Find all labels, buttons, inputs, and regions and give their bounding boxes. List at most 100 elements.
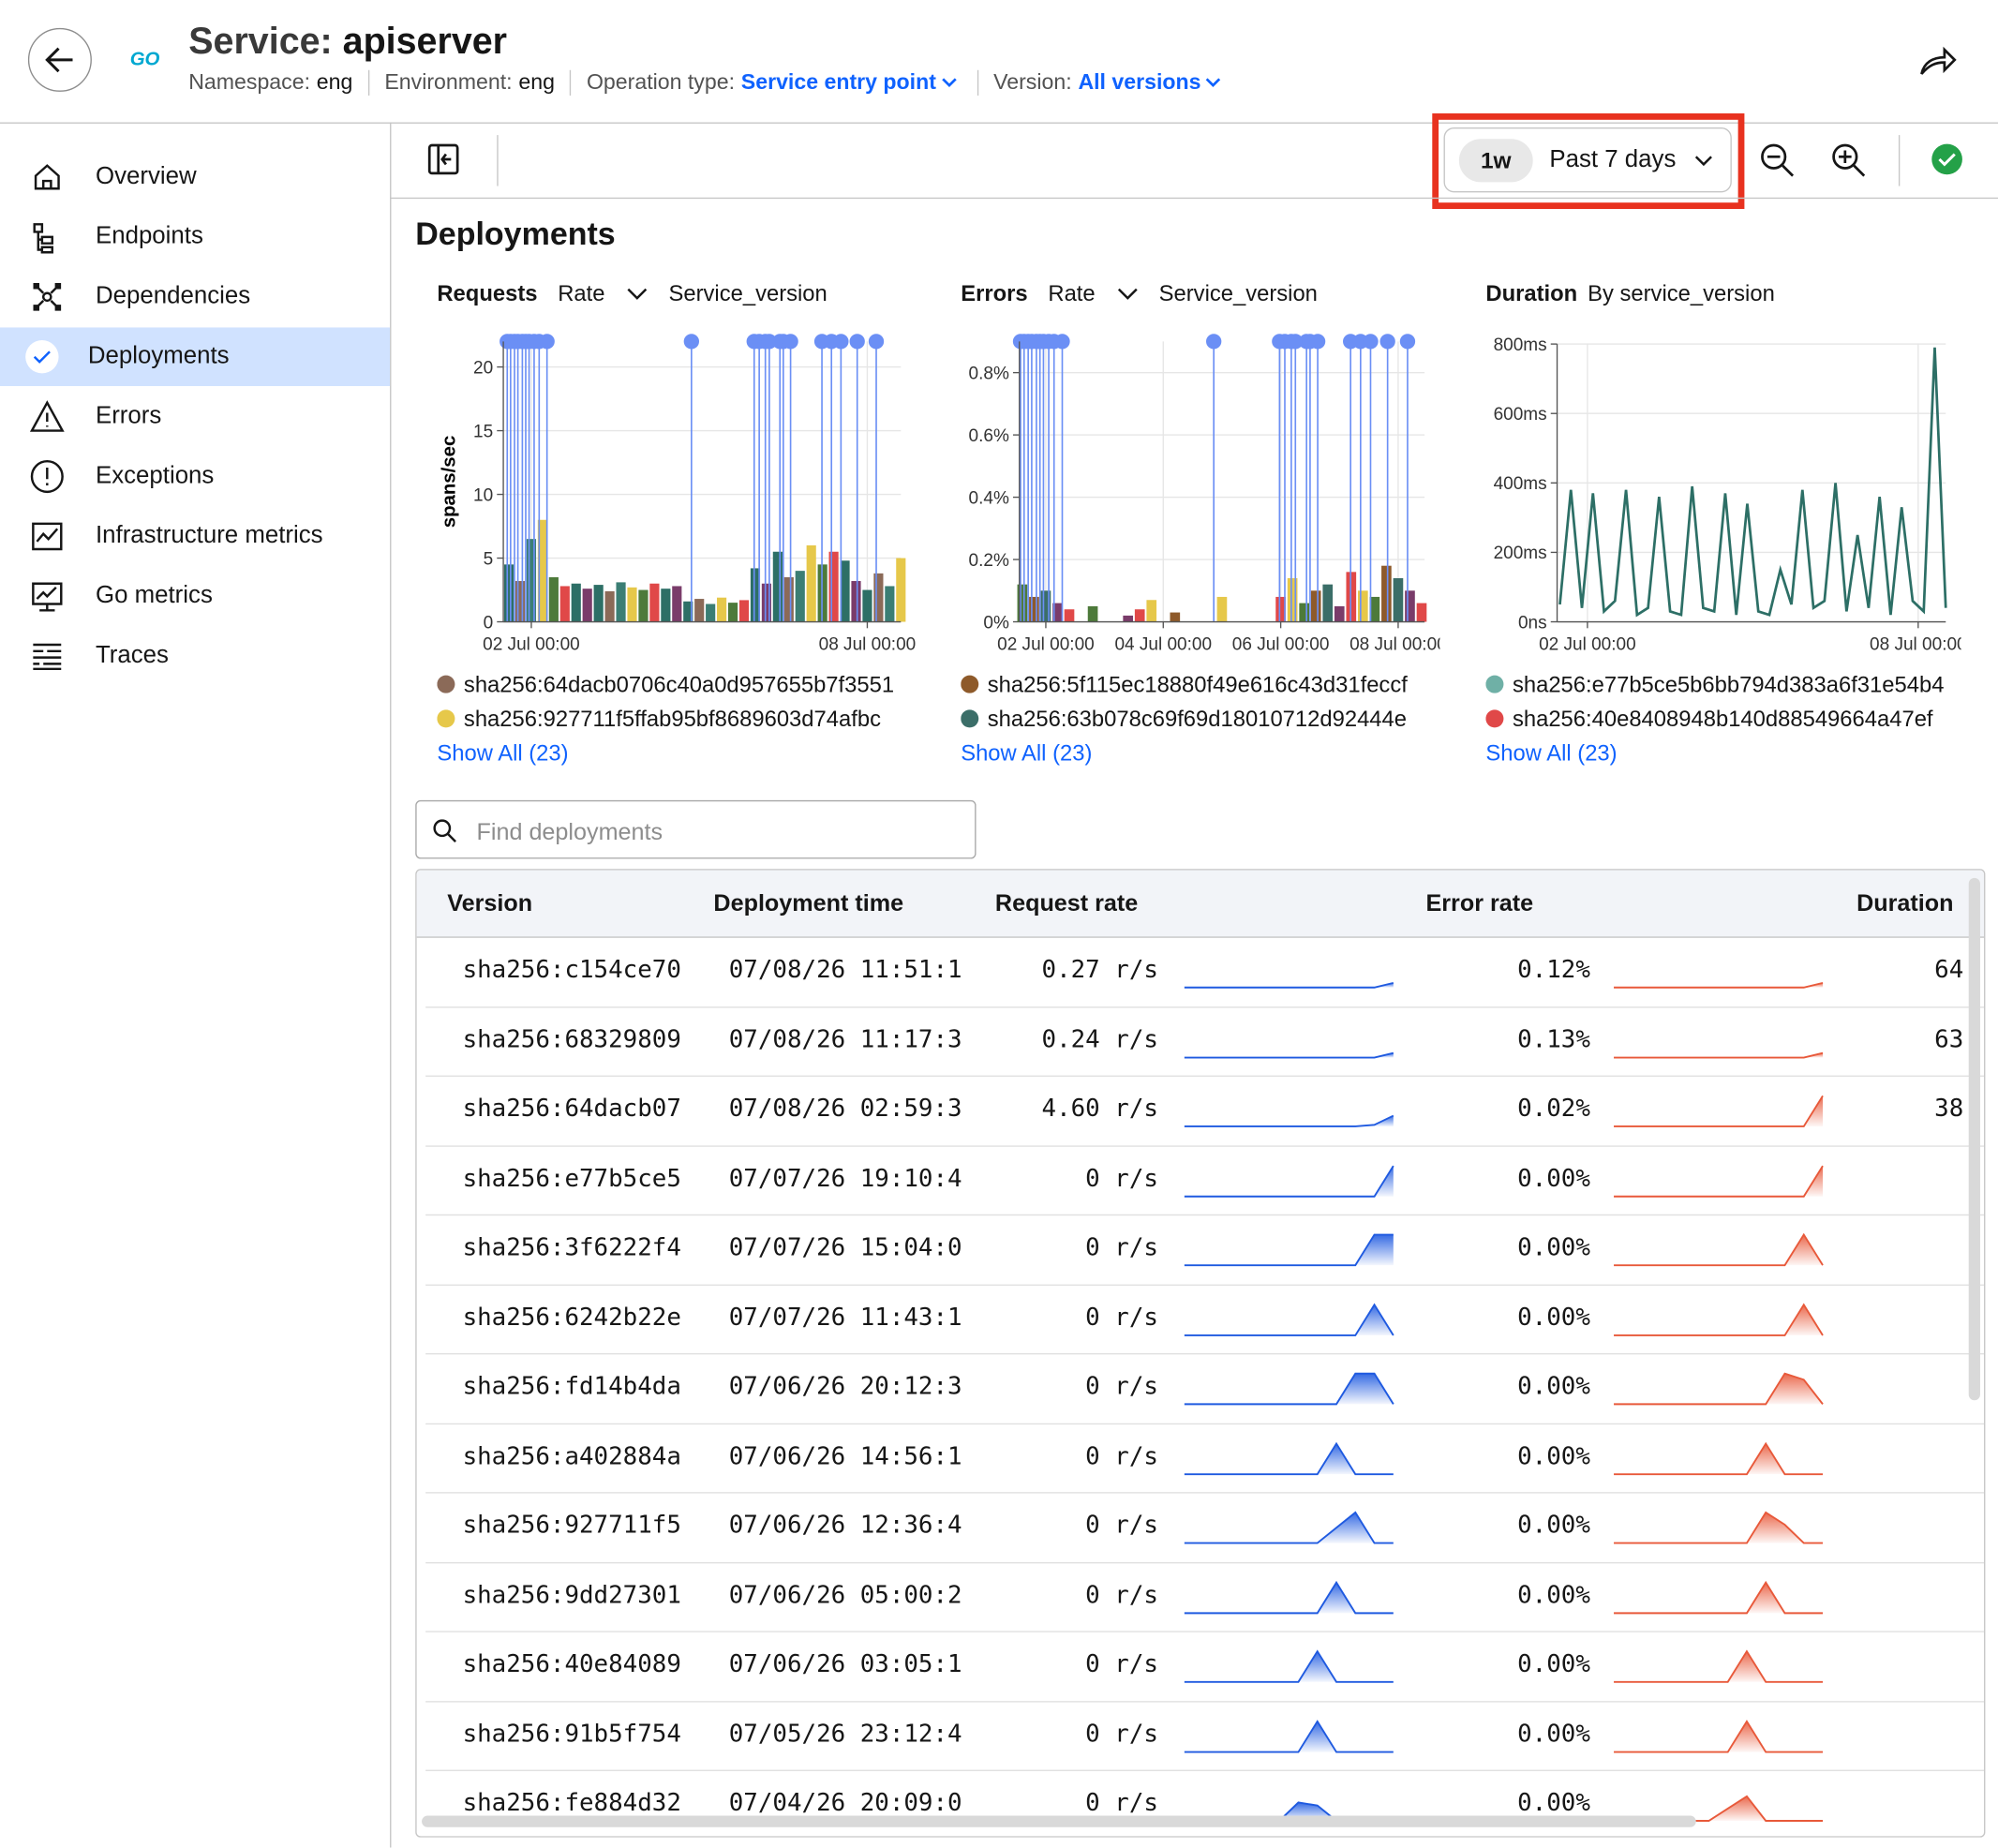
y-tick-label: 0ns (1518, 613, 1547, 633)
sparkline (1184, 1511, 1394, 1544)
metric-select[interactable]: Rate (1048, 280, 1138, 307)
table-row[interactable]: sha256:c154ce70 07/08/26 11:51:1 0.27 r/s 0… (417, 938, 1985, 1007)
version: sha256:a402884a (462, 1441, 681, 1470)
bar (1275, 596, 1286, 622)
time-range-select[interactable]: 1w Past 7 days (1443, 127, 1732, 193)
show-all-link[interactable]: Show All (23) (437, 739, 569, 767)
column-header[interactable]: Duration (1856, 889, 1954, 917)
panel-toggle[interactable] (425, 142, 461, 177)
deployment-time: 07/08/26 11:17:3 (728, 1024, 962, 1053)
share-button[interactable] (1916, 41, 1958, 82)
request-rate: 0 r/s (1085, 1789, 1158, 1817)
filter: Environment: eng (384, 69, 572, 96)
sparkline-area (1614, 1721, 1824, 1751)
table-row[interactable]: sha256:927711f5 07/06/26 12:36:4 0 r/s 0.00… (417, 1494, 1985, 1563)
table-row[interactable]: sha256:3f6222f4 07/07/26 15:04:0 0 r/s 0.00… (417, 1215, 1985, 1286)
nav-item[interactable]: Deployments (0, 327, 391, 386)
search-box[interactable]: Find deployments (415, 799, 977, 859)
sparkline-area (1614, 1651, 1824, 1682)
toolbar-divider (497, 135, 499, 186)
bar (717, 597, 727, 622)
zoom-out[interactable] (1758, 142, 1797, 180)
table-row[interactable]: sha256:9dd27301 07/06/26 05:00:2 0 r/s 0.00… (417, 1563, 1985, 1632)
nav-label: Overview (95, 163, 197, 190)
filter-value: eng (316, 69, 353, 95)
bar (1299, 603, 1309, 622)
request-rate: 0.24 r/s (1041, 1024, 1158, 1053)
bar (896, 558, 906, 622)
bar (706, 604, 716, 622)
legend-swatch (961, 709, 979, 728)
h-scrollbar[interactable] (422, 1815, 1696, 1827)
bar (1405, 590, 1415, 622)
sparkline-area (1614, 1234, 1824, 1266)
sparkline-area (1184, 1721, 1394, 1751)
x-tick-label: 08 Jul 00:00 (1870, 634, 1967, 654)
sparkline-line (1184, 1580, 1394, 1614)
bar (683, 601, 693, 622)
table-row[interactable]: sha256:e77b5ce5 07/07/26 19:10:4 0 r/s 0.00… (417, 1146, 1985, 1216)
x-tick-label: 06 Jul 00:00 (1232, 634, 1330, 654)
table-row[interactable]: sha256:fe884d32 07/04/26 20:09:0 0 r/s 0.00… (417, 1771, 1984, 1836)
zoom-in[interactable] (1830, 142, 1869, 180)
column-header[interactable]: Deployment time (713, 889, 904, 917)
nav-item[interactable]: Errors (0, 387, 390, 446)
table-row[interactable]: sha256:fd14b4da 07/06/26 20:12:3 0 r/s 0.00… (417, 1354, 1985, 1424)
bar (616, 582, 626, 622)
deployment-dot (1379, 334, 1395, 350)
bar (1040, 590, 1051, 622)
show-all-link[interactable]: Show All (23) (961, 739, 1093, 767)
table-row[interactable]: sha256:68329809 07/08/26 11:17:3 0.24 r/s 0… (417, 1007, 1985, 1077)
version: sha256:c154ce70 (462, 955, 681, 984)
sparkline (1614, 1164, 1824, 1198)
filter[interactable]: Version: All versions (993, 70, 1242, 96)
nav-item[interactable]: Infrastructure metrics (0, 507, 390, 566)
column-header[interactable]: Version (447, 889, 533, 917)
metric-select[interactable]: Rate (558, 280, 648, 307)
icon-shape (33, 223, 53, 254)
show-all-link[interactable]: Show All (23) (1485, 739, 1618, 767)
legend-label: sha256:64dacb0706c40a0d957655b7f3551 (463, 671, 895, 697)
sparkline-line (1614, 1580, 1824, 1614)
filter-value: Service entry point (740, 69, 936, 95)
nav-item[interactable]: Go metrics (0, 567, 390, 626)
y-tick-label: 15 (473, 422, 493, 441)
request-rate: 0 r/s (1085, 1511, 1158, 1540)
sparkline-area (1184, 1651, 1394, 1682)
filter-label: Version: (993, 69, 1072, 95)
deployment-dot (539, 334, 555, 350)
legend-item: sha256:40e8408948b140d88549664a47ef (1485, 706, 1963, 733)
table-row[interactable]: sha256:64dacb07 07/08/26 02:59:3 4.60 r/s 0… (417, 1077, 1985, 1147)
table-row[interactable]: sha256:91b5f754 07/05/26 23:12:4 0 r/s 0.00… (417, 1702, 1985, 1771)
back-button[interactable] (27, 27, 92, 92)
y-tick-label: 200ms (1494, 544, 1547, 563)
y-tick-label: 20 (473, 358, 493, 378)
sparkline-line (1184, 1372, 1394, 1406)
table-row[interactable]: sha256:6242b22e 07/07/26 11:43:1 0 r/s 0.00… (417, 1285, 1985, 1355)
legend-swatch (1485, 675, 1504, 693)
duration: 63 (1934, 1024, 1964, 1053)
sparkline-area (1614, 1582, 1824, 1613)
sparkline-area (1614, 1442, 1824, 1474)
chart-title: Requests (437, 280, 538, 306)
column-header[interactable]: Request rate (994, 889, 1139, 917)
nav-item[interactable]: Dependencies (0, 268, 390, 327)
v-scrollbar[interactable] (1968, 877, 1980, 1401)
legend-swatch (437, 675, 455, 693)
sparkline-line (1184, 1164, 1394, 1198)
nav-item[interactable]: Traces (0, 627, 390, 686)
x-tick-label: 02 Jul 00:00 (483, 634, 580, 654)
nav-item[interactable]: Endpoints (0, 208, 390, 267)
sparkline (1614, 1051, 1824, 1058)
nav-item[interactable]: Overview (0, 148, 390, 207)
nav-item[interactable]: Exceptions (0, 447, 390, 506)
sparkline-area (1184, 1304, 1394, 1335)
y-tick-label: 0.4% (969, 488, 1009, 508)
table-row[interactable]: sha256:a402884a 07/06/26 14:56:1 0 r/s 0.00… (417, 1423, 1985, 1494)
table-row[interactable]: sha256:40e84089 07/06/26 03:05:1 0 r/s 0.00… (417, 1632, 1985, 1702)
column-header[interactable]: Error rate (1425, 889, 1534, 917)
filter[interactable]: Operation type: Service entry point (587, 69, 978, 96)
sparkline-line (1614, 1164, 1824, 1198)
nav-label: Infrastructure metrics (95, 522, 323, 550)
sparkline (1614, 1511, 1824, 1544)
